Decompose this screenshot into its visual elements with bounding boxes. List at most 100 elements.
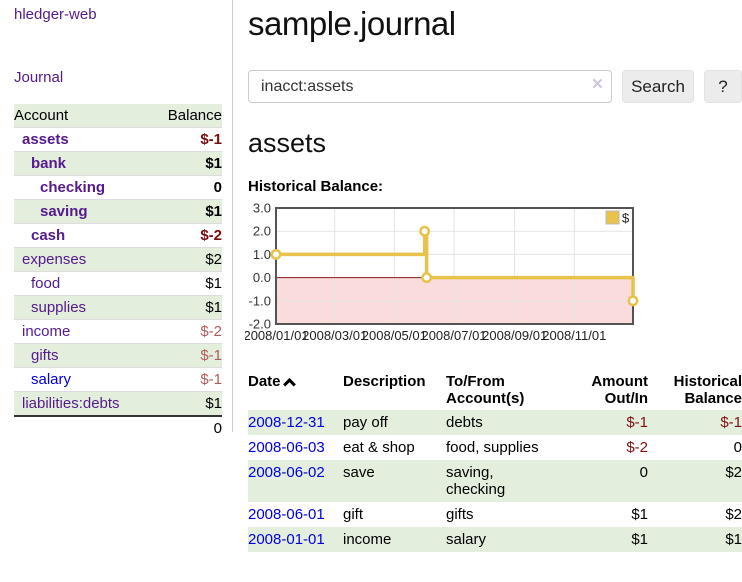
transaction-date-link[interactable]: 2008-12-31 [248,414,325,431]
register-header-tofrom: To/From Account(s) [446,373,525,407]
accounts-header-account: Account [14,104,152,128]
account-link-assets[interactable]: assets [22,131,69,148]
svg-text:1.0: 1.0 [253,247,271,262]
svg-text:2.0: 2.0 [253,224,271,239]
account-link-checking[interactable]: checking [40,179,106,196]
account-balance: $-1 [151,127,222,152]
page-title: sample.journal [248,5,456,42]
accounts-header-row: Account Balance [14,104,222,128]
help-button[interactable]: ? [704,70,742,103]
account-row-checking: checking 0 [14,175,222,200]
account-row-bank: bank $1 [14,151,222,176]
transaction-date-link[interactable]: 2008-06-03 [248,439,325,456]
app-title-link[interactable]: hledger-web [14,6,97,23]
account-balance: $1 [151,391,222,417]
account-balance: $1 [151,271,222,296]
register-header-description: Description [343,373,426,390]
svg-text:2008/09/01: 2008/09/01 [482,328,547,343]
account-balance: $2 [151,247,222,272]
account-row-income: income $-2 [14,319,222,344]
account-balance: $1 [151,199,222,224]
account-row-expenses: expenses $2 [14,247,222,272]
transaction-accounts: saving, checking [446,464,506,498]
account-row-cash: cash $-2 [14,223,222,248]
chart-canvas: 3.0 2.0 1.0 0.0 -1.0 -2.02008/01/012008/03/01… [243,201,639,343]
account-link-cash[interactable]: cash [31,227,66,244]
svg-text:2008/05/01: 2008/05/01 [362,328,427,343]
svg-text:3.0: 3.0 [253,201,271,216]
transaction-historical: $2 [725,464,742,481]
transaction-description: gift [343,506,364,523]
main-panel: sample.journal × Search ? assets Histori… [243,0,742,552]
transaction-accounts: debts [446,414,483,431]
accounts-table: Account Balance assets $-1 bank $1 check… [14,104,222,440]
account-row-assets: assets $-1 [14,127,222,152]
account-link-saving[interactable]: saving [40,203,88,220]
accounts-header-balance: Balance [151,104,222,128]
transaction-historical: $1 [725,531,742,548]
transaction-date-link[interactable]: 2008-06-01 [248,506,325,523]
search-input[interactable] [248,70,612,103]
svg-text:2008/01/01: 2008/01/01 [245,328,309,343]
clear-search-icon[interactable]: × [591,74,603,95]
account-row-food: food $1 [14,271,222,296]
sort-ascending-icon [282,377,296,391]
transaction-accounts: gifts [446,506,474,523]
register-row: 2008-01-01 income salary $1 $1 [248,527,742,552]
account-row-liabilities-debts: liabilities:debts $1 [14,391,222,417]
account-row-gifts: gifts $-1 [14,343,222,368]
transaction-date-link[interactable]: 2008-01-01 [248,531,325,548]
transaction-amount: $1 [631,531,648,548]
account-link-bank[interactable]: bank [31,155,67,172]
register-row: 2008-06-01 gift gifts $1 $2 [248,502,742,527]
account-link-supplies[interactable]: supplies [31,299,87,316]
account-balance: $-1 [151,367,222,392]
transaction-description: pay off [343,414,388,431]
svg-text:-1.0: -1.0 [249,293,271,308]
account-link-expenses[interactable]: expenses [22,251,87,268]
svg-text:0.0: 0.0 [253,270,271,285]
account-link-liabilities-debts[interactable]: liabilities:debts [22,395,120,412]
account-balance: $-2 [151,319,222,344]
sidebar: hledger-web Journal Account Balance asse… [0,0,233,440]
transaction-historical: $-1 [720,414,742,431]
register-header-row: Date Description To/From Account(s) Amou… [248,370,742,410]
register-header-amount: Amount Out/In [591,373,648,407]
transaction-accounts: salary [446,531,487,548]
transaction-amount: 0 [639,464,648,481]
transaction-description: income [343,531,392,548]
account-balance: $1 [151,151,222,176]
account-row-saving: saving $1 [14,199,222,224]
account-link-income[interactable]: income [22,323,71,340]
account-link-food[interactable]: food [31,275,61,292]
account-balance: $-1 [151,343,222,368]
svg-text:2008/11/01: 2008/11/01 [542,328,606,343]
svg-text:2008/07/01: 2008/07/01 [421,328,486,343]
transaction-amount: $-1 [626,414,648,431]
svg-text:2008/03/01: 2008/03/01 [302,328,367,343]
transaction-historical: $2 [725,506,742,523]
sidebar-item-journal[interactable]: Journal [14,69,64,86]
account-page-title: assets [248,128,327,158]
transaction-date-link[interactable]: 2008-06-02 [248,464,325,481]
register-header-date[interactable]: Date [248,370,343,410]
register-row: 2008-06-03 eat & shop food, supplies $-2… [248,435,742,460]
account-link-salary[interactable]: salary [31,371,72,388]
search-button[interactable]: Search [622,70,694,103]
register-header-historical: Historical Balance [673,373,742,407]
register-row: 2008-06-02 save saving, checking 0 $2 [248,460,742,502]
search-form: × Search ? [248,70,742,103]
svg-text:-2.0: -2.0 [249,317,271,332]
account-link-gifts[interactable]: gifts [31,347,59,364]
account-row-salary: salary $-1 [14,367,222,392]
chart-title: Historical Balance: [248,178,384,195]
account-balance: $1 [151,295,222,320]
transaction-accounts: food, supplies [446,439,539,456]
transaction-description: save [343,464,375,481]
transaction-amount: $-2 [626,439,648,456]
account-balance: 0 [151,175,222,200]
svg-text:$: $ [622,211,630,226]
register-row: 2008-12-31 pay off debts $-1 $-1 [248,410,742,435]
transaction-amount: $1 [631,506,648,523]
register-table: Date Description To/From Account(s) Amou… [248,370,742,552]
